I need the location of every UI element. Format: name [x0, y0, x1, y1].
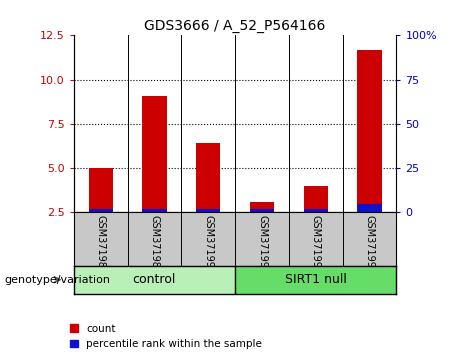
Text: GSM371993: GSM371993 — [365, 215, 375, 274]
Text: GSM371991: GSM371991 — [257, 215, 267, 274]
Text: SIRT1 null: SIRT1 null — [285, 273, 347, 286]
Text: GSM371989: GSM371989 — [149, 215, 160, 274]
Bar — [142, 96, 166, 212]
Bar — [250, 202, 274, 212]
Bar — [357, 204, 382, 212]
Bar — [250, 209, 274, 212]
Bar — [196, 209, 220, 212]
Bar — [89, 168, 113, 212]
Bar — [142, 209, 166, 212]
Text: genotype/variation: genotype/variation — [5, 275, 111, 285]
Text: GSM371992: GSM371992 — [311, 215, 321, 274]
Bar — [304, 186, 328, 212]
Text: control: control — [133, 273, 176, 286]
Bar — [235, 266, 396, 294]
Bar — [304, 209, 328, 212]
Title: GDS3666 / A_52_P564166: GDS3666 / A_52_P564166 — [144, 19, 326, 33]
Text: GSM371990: GSM371990 — [203, 215, 213, 274]
Text: GSM371988: GSM371988 — [95, 215, 106, 274]
Bar — [89, 209, 113, 212]
Bar — [196, 143, 220, 212]
Bar — [74, 266, 235, 294]
Legend: count, percentile rank within the sample: count, percentile rank within the sample — [70, 324, 262, 349]
Bar — [357, 50, 382, 212]
